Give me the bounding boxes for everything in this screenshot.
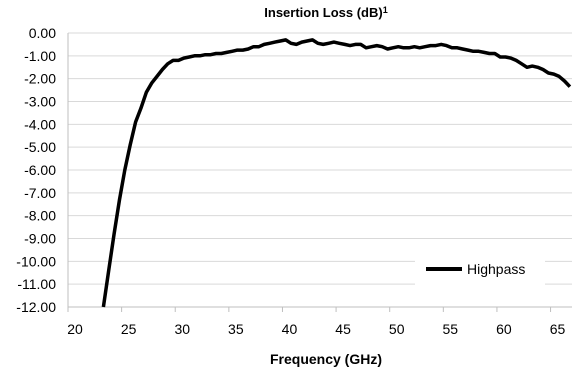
y-tick-labels: 0.00 -1.00 -2.00 -3.00 -4.00 -5.00 -6.00 -7.00 -…: [16, 25, 56, 315]
x-tick-label: 20: [67, 321, 83, 337]
y-tick-label: -10.00: [16, 253, 56, 269]
y-tick-label: -12.00: [16, 299, 56, 315]
x-tick-label: 50: [389, 321, 405, 337]
x-tick-labels: 20 25 30 35 40 45 50 55 60 65: [67, 321, 565, 337]
x-tick-label: 60: [496, 321, 512, 337]
y-tick-label: -5.00: [24, 139, 56, 155]
y-tick-label: -7.00: [24, 185, 56, 201]
y-tick-label: -8.00: [24, 208, 56, 224]
axes: [67, 33, 572, 312]
series-line-highpass: [101, 38, 572, 308]
y-tick-label: -9.00: [24, 231, 56, 247]
y-tick-label: -3.00: [24, 94, 56, 110]
x-tick-label: 40: [282, 321, 298, 337]
x-axis-title: Frequency (GHz): [270, 351, 382, 367]
legend-label: Highpass: [467, 261, 525, 277]
y-tick-label: -4.00: [24, 116, 56, 132]
y-tick-label: -11.00: [17, 276, 56, 292]
x-tick-label: 45: [335, 321, 351, 337]
x-tick-label: 30: [174, 321, 190, 337]
x-tick-label: 35: [228, 321, 244, 337]
x-tick-label: 65: [550, 321, 566, 337]
y-tick-label: -1.00: [24, 48, 56, 64]
legend: Highpass: [415, 250, 545, 288]
y-tick-label: -2.00: [24, 71, 56, 87]
series-lines: [101, 38, 572, 308]
x-tick-label: 55: [443, 321, 459, 337]
y-tick-label: -6.00: [24, 162, 56, 178]
x-tick-label: 25: [121, 321, 137, 337]
chart-title: Insertion Loss (dB)1: [264, 5, 387, 20]
y-tick-label: 0.00: [29, 25, 56, 41]
